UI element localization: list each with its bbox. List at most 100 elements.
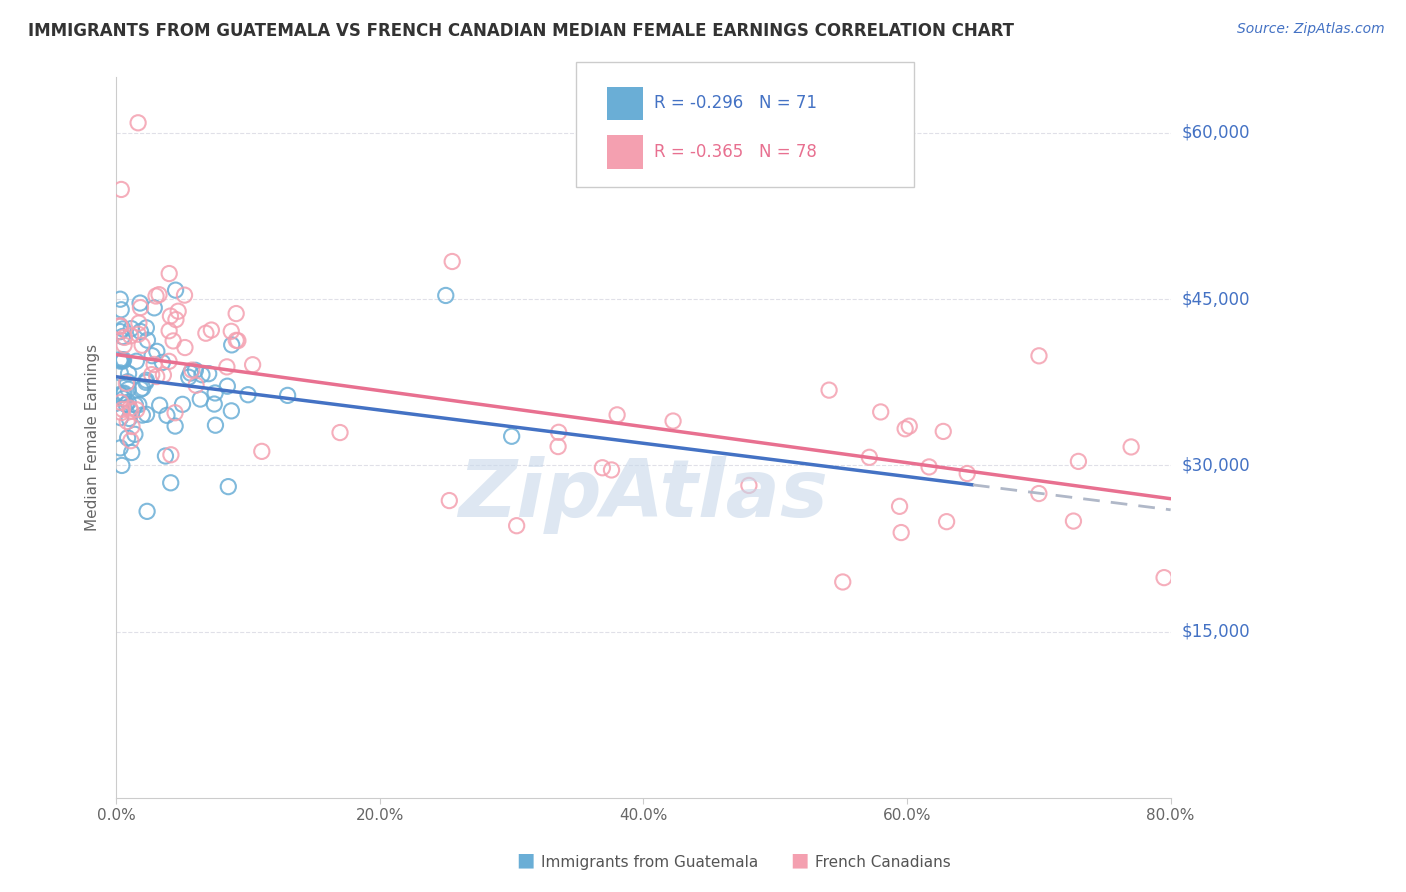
Point (179, 366, 201, 380)
Point (128, 316, 150, 330)
Point (591, 460, 613, 475)
Point (1028, 486, 1050, 500)
Point (114, 330, 136, 344)
Point (165, 406, 187, 420)
Point (111, 402, 134, 417)
Point (225, 307, 247, 321)
Point (148, 287, 170, 301)
Point (129, 382, 152, 396)
Point (165, 312, 187, 326)
Text: ZipAtlas: ZipAtlas (458, 457, 828, 534)
Point (172, 397, 194, 411)
Point (136, 333, 159, 347)
Point (110, 410, 132, 425)
Point (869, 405, 891, 419)
Point (145, 369, 167, 384)
Point (124, 427, 146, 442)
Point (110, 441, 132, 455)
Point (127, 327, 149, 342)
Point (217, 379, 239, 393)
Point (177, 370, 200, 384)
Point (110, 325, 132, 339)
Point (277, 388, 299, 402)
Point (110, 387, 132, 401)
Point (120, 434, 142, 448)
Point (121, 445, 143, 459)
Point (112, 386, 135, 401)
Point (125, 402, 148, 417)
Point (111, 322, 134, 336)
Point (115, 376, 138, 391)
Point (1067, 454, 1090, 468)
Y-axis label: Median Female Earnings: Median Female Earnings (86, 344, 100, 532)
Point (1153, 571, 1175, 585)
Point (165, 419, 187, 434)
Point (439, 493, 461, 508)
Point (111, 353, 134, 368)
Point (127, 116, 149, 130)
Point (125, 354, 148, 368)
Point (1062, 514, 1084, 528)
Point (135, 321, 157, 335)
Point (143, 358, 166, 372)
Point (159, 309, 181, 323)
Point (110, 292, 132, 306)
Point (204, 418, 226, 433)
Point (110, 366, 132, 380)
Point (204, 386, 226, 401)
Point (128, 398, 150, 412)
Point (932, 425, 955, 439)
Point (146, 344, 169, 359)
Point (894, 422, 917, 436)
Point (606, 408, 628, 422)
Point (111, 354, 134, 368)
Point (221, 338, 243, 352)
Point (547, 440, 569, 454)
Point (225, 334, 247, 348)
Text: R = -0.296   N = 71: R = -0.296 N = 71 (654, 95, 817, 112)
Point (662, 414, 685, 428)
Point (219, 324, 242, 338)
Point (547, 425, 569, 440)
Point (110, 352, 132, 367)
Text: $30,000: $30,000 (1182, 457, 1250, 475)
Point (167, 304, 190, 318)
Text: Source: ZipAtlas.com: Source: ZipAtlas.com (1237, 22, 1385, 37)
Point (858, 450, 880, 465)
Point (226, 334, 249, 348)
Point (143, 301, 166, 315)
Point (184, 378, 207, 392)
Point (110, 182, 132, 196)
Point (117, 395, 139, 409)
Point (112, 338, 135, 352)
Point (197, 367, 219, 381)
Point (110, 318, 132, 333)
Point (110, 318, 132, 333)
Point (110, 302, 132, 317)
Point (145, 289, 167, 303)
Point (155, 449, 177, 463)
Point (117, 367, 139, 381)
Point (136, 504, 159, 518)
Point (118, 411, 141, 425)
Point (157, 324, 180, 338)
Text: $15,000: $15,000 (1182, 623, 1250, 640)
Point (135, 373, 157, 387)
Point (217, 480, 239, 494)
Point (131, 338, 153, 352)
Point (236, 388, 259, 402)
Point (160, 448, 183, 462)
Point (1028, 349, 1050, 363)
Point (191, 368, 214, 382)
Point (129, 296, 152, 310)
Point (250, 444, 273, 458)
Point (162, 334, 184, 348)
Point (180, 363, 202, 377)
Point (131, 408, 153, 422)
Point (117, 382, 139, 396)
Point (112, 392, 135, 406)
Point (111, 458, 134, 473)
Point (124, 398, 146, 412)
Point (738, 478, 761, 492)
Point (200, 323, 222, 337)
